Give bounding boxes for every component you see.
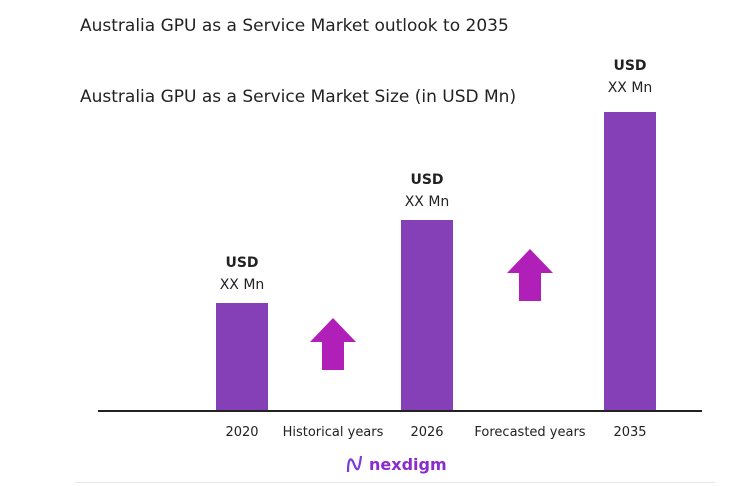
period-label-forecasted: Forecasted years — [474, 425, 586, 440]
growth-arrow-icon — [310, 318, 356, 370]
growth-arrow-icon — [507, 249, 553, 301]
x-axis-line — [98, 410, 702, 412]
x-tick-2026: 2026 — [410, 425, 444, 440]
nexdigm-logo: nexdigm — [345, 454, 447, 474]
data-label-2035: USD XX Mn — [580, 58, 680, 96]
period-label-historical: Historical years — [282, 425, 384, 440]
data-label-value: XX Mn — [219, 277, 265, 293]
bar-2026 — [401, 220, 453, 411]
data-label-unit: USD — [410, 172, 444, 188]
x-tick-2020: 2020 — [225, 425, 259, 440]
footer-divider — [75, 482, 715, 483]
x-tick-2035: 2035 — [613, 425, 647, 440]
data-label-unit: USD — [225, 255, 259, 271]
data-label-2026: USD XX Mn — [377, 172, 477, 210]
bar-2035 — [604, 112, 656, 411]
chart-title: Australia GPU as a Service Market outloo… — [80, 16, 509, 36]
data-label-2020: USD XX Mn — [192, 255, 292, 293]
data-label-value: XX Mn — [607, 80, 653, 96]
data-label-value: XX Mn — [404, 194, 450, 210]
bar-2020 — [216, 303, 268, 411]
data-label-unit: USD — [613, 58, 647, 74]
logo-text: nexdigm — [369, 454, 447, 474]
nexdigm-logo-icon — [346, 455, 363, 473]
chart-subtitle: Australia GPU as a Service Market Size (… — [80, 87, 517, 107]
